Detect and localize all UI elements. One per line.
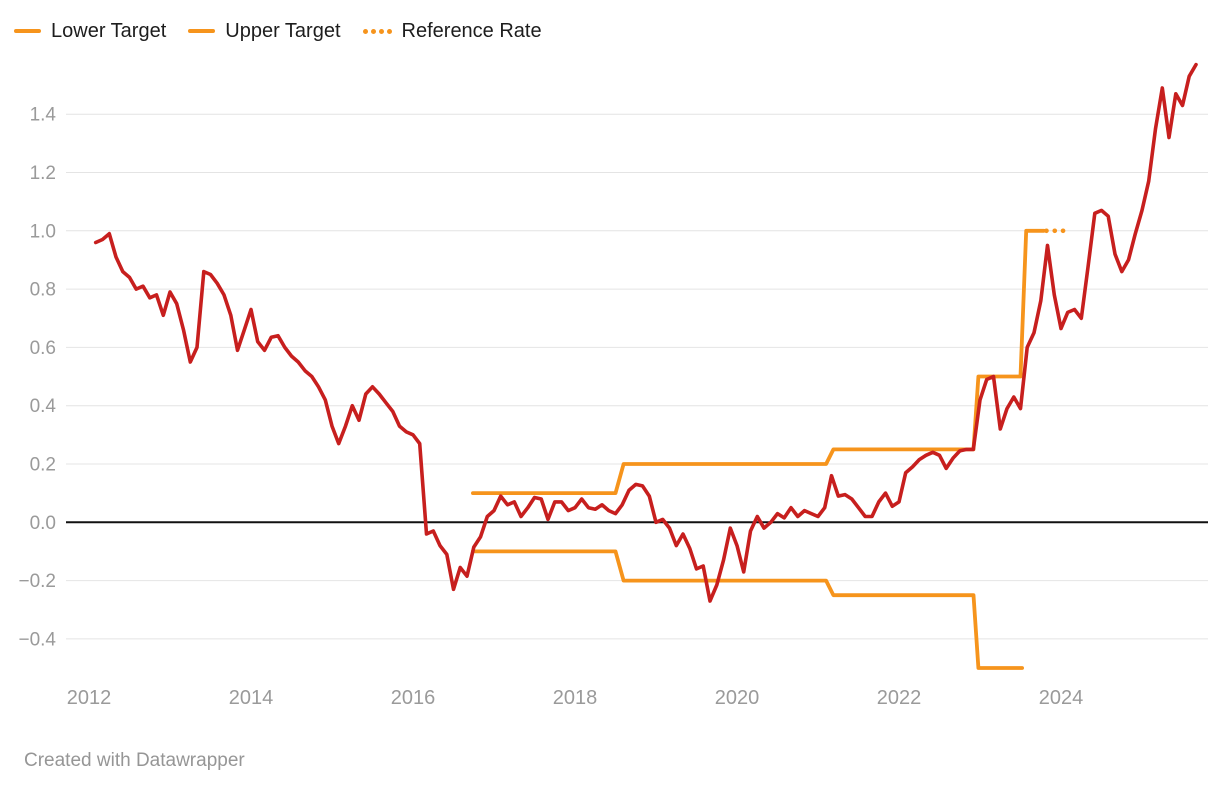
x-axis-tick-label: 2024 <box>1039 687 1084 709</box>
rate-line <box>93 62 1198 603</box>
y-axis-tick-label: 0.2 <box>30 455 56 476</box>
y-axis-tick-label: 1.0 <box>30 221 56 242</box>
y-axis-tick-label: 0.0 <box>30 513 56 534</box>
y-axis-tick-label: 1.2 <box>30 163 56 184</box>
legend-label: Reference Rate <box>401 20 542 42</box>
x-axis-tick-label: 2022 <box>877 687 922 709</box>
legend-item-reference-rate: Reference Rate <box>362 20 542 42</box>
upper-target-line <box>470 228 1046 496</box>
legend: Lower Target Upper Target Reference Rate <box>14 21 542 41</box>
x-axis-tick-label: 2012 <box>67 687 112 709</box>
y-axis-tick-label: −0.4 <box>18 629 56 650</box>
x-axis-tick-label: 2018 <box>553 687 598 709</box>
y-axis-tick-label: −0.2 <box>18 571 56 592</box>
y-axis-tick-label: 0.8 <box>30 280 56 301</box>
y-axis-tick-label: 1.4 <box>30 105 57 126</box>
upper-target-swatch-icon <box>188 29 216 33</box>
x-axis-tick-label: 2014 <box>229 687 274 709</box>
legend-label: Upper Target <box>225 20 341 42</box>
x-axis-tick-label: 2020 <box>715 687 760 709</box>
reference-rate-swatch-icon <box>362 28 392 34</box>
datawrapper-credit-link[interactable]: Created with Datawrapper <box>24 750 245 771</box>
legend-item-lower-target: Lower Target <box>14 21 166 41</box>
legend-label: Lower Target <box>51 20 167 42</box>
lower-target-swatch-icon <box>14 29 41 33</box>
legend-item-upper-target: Upper Target <box>188 20 341 42</box>
lower-target-line <box>470 549 1024 670</box>
y-axis-tick-label: 0.4 <box>30 396 57 417</box>
x-axis-tick-label: 2016 <box>391 687 436 709</box>
y-axis-tick-label: 0.6 <box>30 338 56 359</box>
